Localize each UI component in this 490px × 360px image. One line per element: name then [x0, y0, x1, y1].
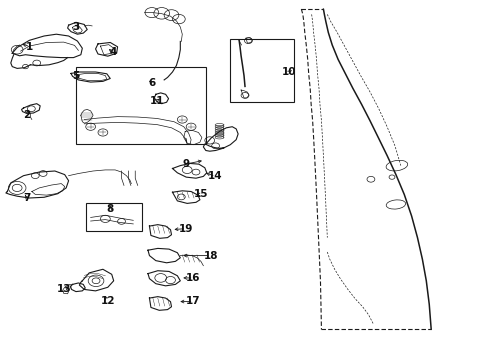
Bar: [86, 203, 142, 231]
Bar: [76, 67, 206, 144]
Text: 14: 14: [208, 171, 223, 181]
Text: 19: 19: [179, 224, 194, 234]
Text: 1: 1: [26, 42, 33, 52]
Text: 10: 10: [282, 67, 296, 77]
Text: 13: 13: [56, 284, 71, 294]
Text: 6: 6: [148, 78, 155, 88]
Text: 7: 7: [23, 193, 31, 203]
Text: 15: 15: [194, 189, 208, 199]
Text: 9: 9: [183, 159, 190, 169]
Text: 4: 4: [109, 47, 117, 57]
Text: 17: 17: [186, 296, 201, 306]
Text: 8: 8: [107, 204, 114, 214]
Text: 5: 5: [73, 71, 79, 81]
Text: 2: 2: [24, 110, 30, 120]
Text: 12: 12: [100, 296, 115, 306]
Text: 16: 16: [186, 273, 201, 283]
Text: 18: 18: [203, 251, 218, 261]
Text: 11: 11: [149, 96, 164, 106]
Bar: [230, 39, 294, 102]
Text: 3: 3: [73, 22, 79, 32]
